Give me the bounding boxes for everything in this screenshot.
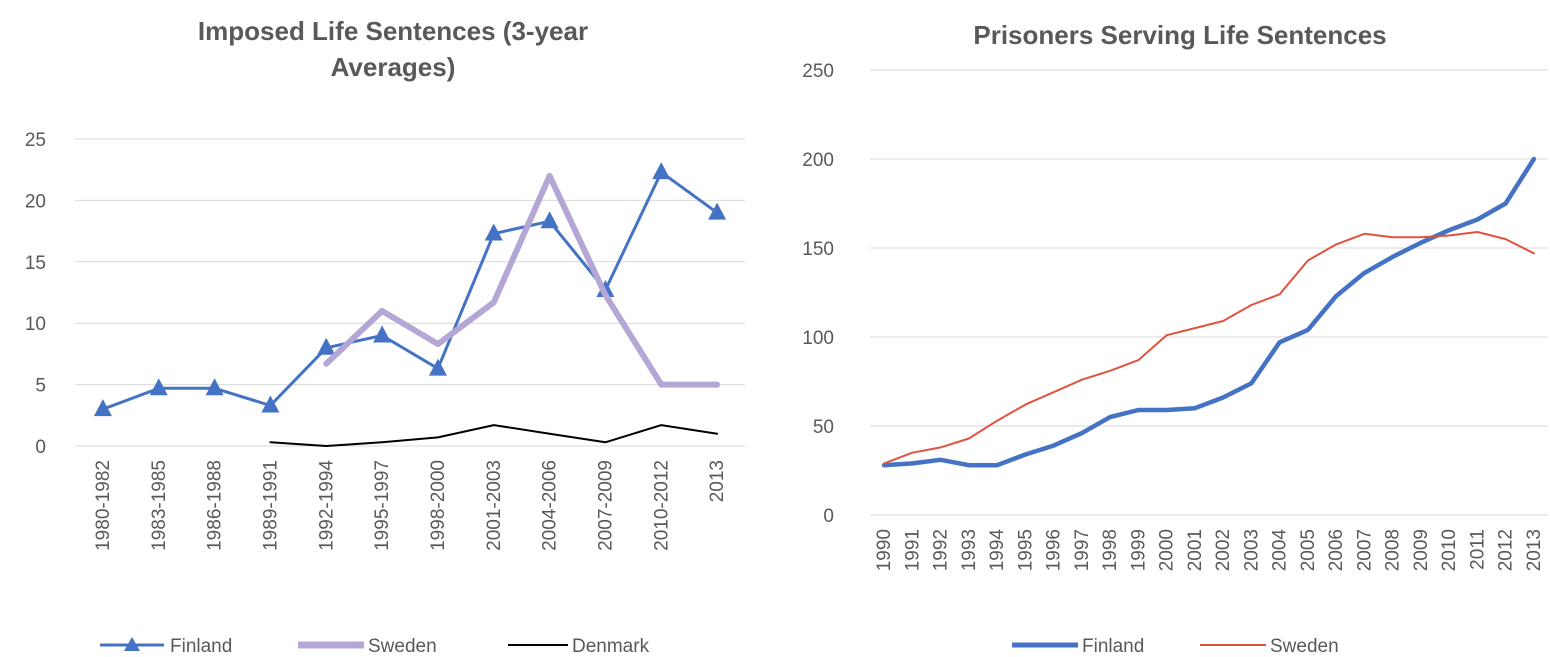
triangle-marker-icon <box>124 637 140 651</box>
x-tick-label: 1986-1988 <box>205 460 226 551</box>
x-tick-label: 1993 <box>959 529 980 571</box>
series-line-denmark <box>269 424 719 447</box>
x-tick-label: 1995-1997 <box>372 460 393 551</box>
legend-label-denmark: Denmark <box>572 636 650 657</box>
x-tick-label: 2003 <box>1241 529 1262 571</box>
x-tick-label: 1995 <box>1015 529 1036 571</box>
chart-imposed-life-sentences: Imposed Life Sentences (3-year Averages)… <box>25 16 745 657</box>
data-point-finland <box>261 395 280 413</box>
x-tick-label: 2001-2003 <box>484 460 505 551</box>
x-tick-label: 2010-2012 <box>651 460 672 551</box>
data-point-finland <box>652 162 671 180</box>
x-tick-label: 1980-1982 <box>93 460 114 551</box>
chart-prisoners-serving-life-sentences: Prisoners Serving Life Sentences 0 50 100 1… <box>802 20 1548 657</box>
data-point-finland <box>484 223 503 241</box>
x-tick-label: 2004 <box>1270 529 1291 572</box>
data-point-finland <box>149 378 168 396</box>
chart1-x-axis: 1980-1982 1983-1985 1986-1988 1989-1991 1992… <box>93 460 728 551</box>
y-tick-label: 250 <box>802 61 834 82</box>
y-tick-label: 20 <box>25 191 46 212</box>
chart1-legend: Finland Sweden Denmark <box>100 636 650 657</box>
x-tick-label: 1991 <box>902 529 923 571</box>
chart1-gridlines <box>75 138 745 447</box>
legend-item-finland: Finland <box>1012 636 1144 657</box>
x-tick-label: 1996 <box>1044 529 1065 571</box>
series-line-sweden <box>883 231 1535 465</box>
x-tick-label: 2000 <box>1157 529 1178 571</box>
x-tick-label: 2002 <box>1213 529 1234 571</box>
x-tick-label: 1992-1994 <box>316 460 337 551</box>
x-tick-label: 1990 <box>874 529 895 571</box>
x-tick-label: 1999 <box>1128 529 1149 571</box>
x-tick-label: 2007-2009 <box>595 460 616 551</box>
x-tick-label: 2013 <box>1524 529 1545 571</box>
x-tick-label: 2008 <box>1383 529 1404 571</box>
data-point-finland <box>428 358 447 376</box>
x-tick-label: 1994 <box>987 529 1008 572</box>
y-tick-label: 0 <box>35 437 46 458</box>
x-tick-label: 2006 <box>1326 529 1347 571</box>
y-tick-label: 150 <box>802 239 834 260</box>
x-tick-label: 2001 <box>1185 529 1206 571</box>
series-line-sweden <box>323 172 721 388</box>
x-tick-label: 2005 <box>1298 529 1319 571</box>
data-point-finland <box>93 399 112 417</box>
y-tick-label: 200 <box>802 150 834 171</box>
x-tick-label: 2013 <box>707 460 728 502</box>
chart2-gridlines <box>870 69 1548 516</box>
x-tick-label: 1998-2000 <box>428 460 449 551</box>
x-tick-label: 2009 <box>1411 529 1432 571</box>
y-tick-label: 5 <box>35 376 46 397</box>
data-point-finland <box>205 378 224 396</box>
x-tick-label: 1989-1991 <box>260 460 281 551</box>
x-tick-label: 2007 <box>1354 529 1375 571</box>
x-tick-label: 1983-1985 <box>149 460 170 551</box>
legend-item-sweden: Sweden <box>1200 636 1339 657</box>
x-tick-label: 1998 <box>1100 529 1121 571</box>
y-tick-label: 50 <box>813 417 834 438</box>
y-tick-label: 100 <box>802 328 834 349</box>
chart2-title: Prisoners Serving Life Sentences <box>973 20 1386 50</box>
chart2-y-axis: 0 50 100 150 200 250 <box>802 61 834 527</box>
chart1-series <box>93 162 727 447</box>
x-tick-label: 2011 <box>1467 529 1488 570</box>
legend-item-finland: Finland <box>100 636 232 657</box>
x-tick-label: 1997 <box>1072 529 1093 571</box>
y-tick-label: 10 <box>25 314 46 335</box>
x-tick-label: 2004-2006 <box>540 460 561 551</box>
legend-label-sweden: Sweden <box>368 636 437 657</box>
series-line-finland <box>101 170 719 411</box>
data-point-finland <box>373 325 392 343</box>
y-tick-label: 0 <box>823 506 834 527</box>
chart2-x-axis: 1990 1991 1992 1993 1994 1995 1996 1997 1998 1999… <box>874 529 1545 572</box>
x-tick-label: 1992 <box>931 529 952 571</box>
chart2-series <box>881 156 1537 468</box>
chart1-title-line2: Averages) <box>331 52 456 82</box>
data-point-finland <box>317 337 336 355</box>
legend-label-sweden: Sweden <box>1270 636 1339 657</box>
chart1-y-axis: 0 5 10 15 20 25 <box>25 130 46 458</box>
data-point-finland <box>540 211 559 229</box>
legend-label-finland: Finland <box>170 636 232 657</box>
legend-item-denmark: Denmark <box>508 636 650 657</box>
data-point-finland <box>708 202 727 220</box>
x-tick-label: 2010 <box>1439 529 1460 571</box>
legend-item-sweden: Sweden <box>298 636 437 657</box>
chart1-title-line1: Imposed Life Sentences (3-year <box>198 16 588 46</box>
chart2-legend: Finland Sweden <box>1012 636 1339 657</box>
y-tick-label: 15 <box>25 253 46 274</box>
series-line-finland <box>881 156 1537 468</box>
y-tick-label: 25 <box>25 130 46 151</box>
legend-label-finland: Finland <box>1082 636 1144 657</box>
x-tick-label: 2012 <box>1496 529 1517 571</box>
